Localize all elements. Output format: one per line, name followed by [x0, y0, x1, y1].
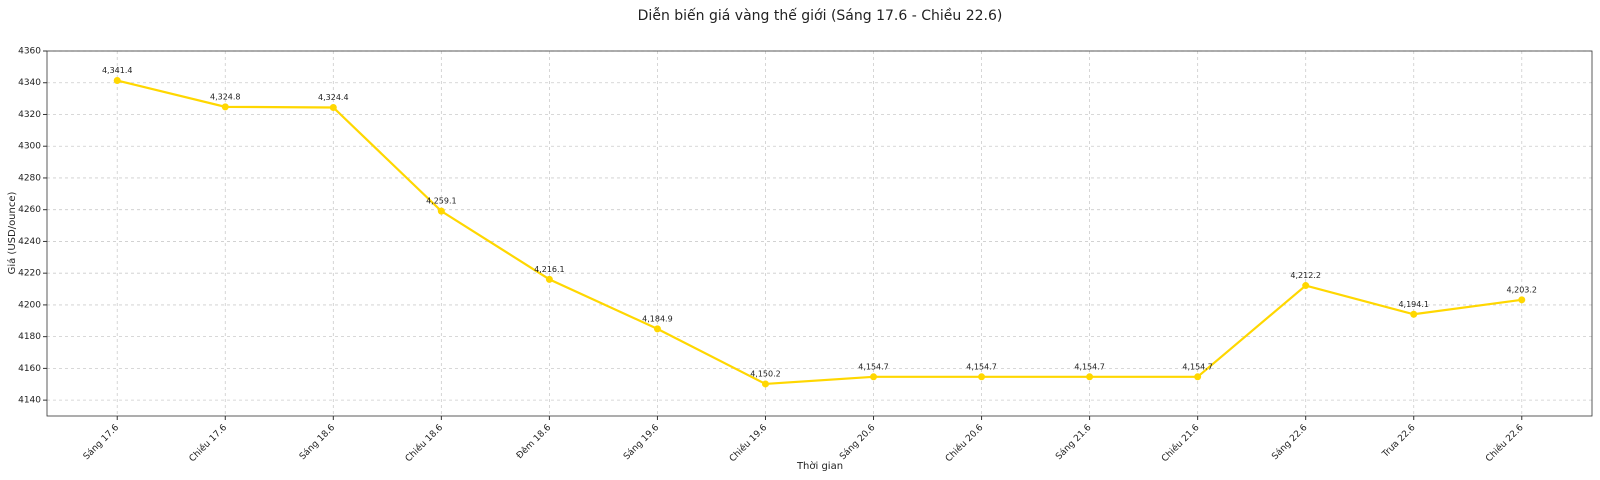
data-label: 4,324.8 — [210, 92, 241, 101]
point — [545, 275, 553, 283]
x-tick-label: Sáng 18.6 — [298, 423, 337, 462]
point — [1194, 373, 1202, 381]
y-tick-label: 4240 — [18, 237, 41, 247]
x-tick-label: Sáng 17.6 — [82, 423, 121, 462]
point — [113, 77, 121, 85]
point — [221, 103, 229, 111]
data-label: 4,154.7 — [1182, 362, 1213, 371]
x-tick-label: Chiều 19.6 — [727, 422, 769, 464]
point — [1302, 282, 1310, 290]
y-tick-label: 4160 — [18, 364, 41, 374]
data-label: 4,154.7 — [966, 362, 997, 371]
y-tick-label: 4300 — [18, 142, 41, 152]
x-tick-label: Trưa 22.6 — [1380, 423, 1418, 461]
data-label: 4,154.7 — [858, 362, 889, 371]
plot-frame — [46, 50, 1593, 417]
y-tick-label: 4180 — [18, 332, 41, 342]
y-tick-label: 4320 — [18, 110, 41, 120]
point — [1518, 296, 1526, 304]
point — [437, 207, 445, 215]
y-tick-label: 4140 — [18, 396, 41, 406]
data-label: 4,341.4 — [102, 66, 133, 75]
x-tick-label: Chiều 20.6 — [943, 422, 985, 464]
y-tick-label: 4340 — [18, 78, 41, 88]
point — [1086, 373, 1094, 381]
data-label: 4,203.2 — [1506, 285, 1537, 294]
point — [870, 373, 878, 381]
point — [978, 373, 986, 381]
data-label: 4,216.1 — [534, 265, 565, 274]
x-tick-label: Sáng 19.6 — [622, 423, 661, 462]
x-tick-label: Sáng 21.6 — [1054, 423, 1093, 462]
data-label: 4,324.4 — [318, 93, 349, 102]
x-axis-label: Thời gian — [796, 460, 843, 472]
y-tick-label: 4220 — [18, 269, 41, 279]
point — [1410, 310, 1418, 318]
data-label: 4,154.7 — [1074, 362, 1105, 371]
x-tick-label: Chiều 21.6 — [1159, 422, 1201, 464]
point — [653, 325, 661, 333]
y-tick-label: 4260 — [18, 205, 41, 215]
x-tick-label: Sáng 20.6 — [838, 423, 877, 462]
x-tick-label: Chiều 17.6 — [187, 422, 229, 464]
y-tick-label: 4280 — [18, 173, 41, 183]
data-label: 4,259.1 — [426, 197, 457, 206]
point — [761, 380, 769, 388]
y-tick-label: 4200 — [18, 300, 41, 310]
data-label: 4,184.9 — [642, 314, 673, 323]
line — [116, 79, 1522, 386]
y-axis-label: Giá (USD/ounce) — [6, 191, 18, 274]
data-label: 4,212.2 — [1290, 271, 1321, 280]
chart-title: Diễn biến giá vàng thế giới (Sáng 17.6 -… — [638, 7, 1003, 24]
x-tick-label: Chiều 22.6 — [1483, 422, 1525, 464]
point — [329, 103, 337, 111]
x-tick-label: Sáng 22.6 — [1270, 423, 1309, 462]
data-label: 4,150.2 — [750, 369, 781, 378]
data-label: 4,194.1 — [1398, 300, 1429, 309]
x-tick-label: Chiều 18.6 — [403, 422, 445, 464]
y-tick-label: 4360 — [18, 47, 41, 57]
x-tick-label: Đêm 18.6 — [514, 422, 553, 461]
